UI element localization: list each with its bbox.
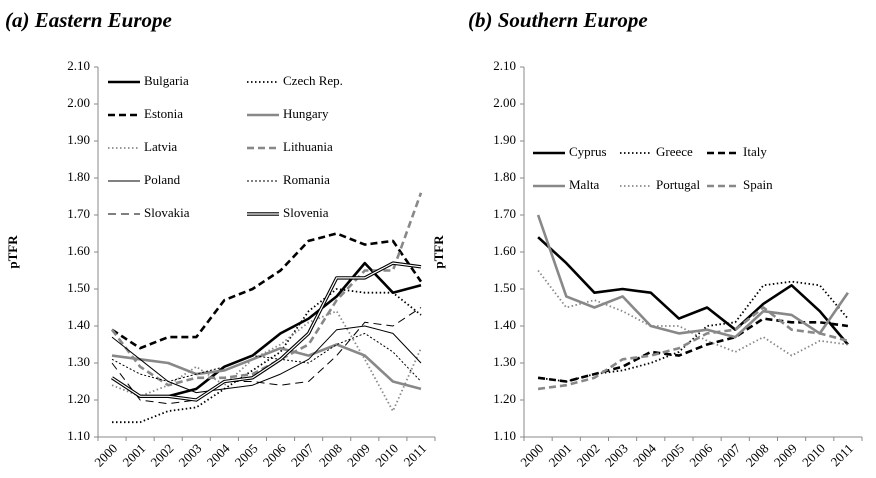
legend-label: Bulgaria bbox=[144, 73, 189, 88]
x-tick-label: 2008 bbox=[316, 441, 345, 470]
x-tick-label: 2006 bbox=[686, 440, 715, 469]
y-tick-label: 1.40 bbox=[493, 317, 516, 332]
x-tick-label: 2002 bbox=[574, 441, 603, 470]
y-tick-label: 1.20 bbox=[493, 391, 516, 406]
x-tick-label: 2011 bbox=[401, 441, 430, 470]
y-axis-label: pTFR bbox=[431, 235, 446, 269]
series-line bbox=[111, 232, 423, 350]
series-line bbox=[536, 214, 849, 339]
y-tick-label: 2.00 bbox=[67, 95, 90, 110]
legend-label: Portugal bbox=[656, 177, 700, 192]
y-tick-label: 2.10 bbox=[493, 58, 516, 73]
y-tick-label: 1.10 bbox=[67, 428, 90, 443]
x-tick-label: 2009 bbox=[771, 441, 800, 470]
y-tick-label: 1.30 bbox=[67, 354, 90, 369]
series-line bbox=[537, 236, 849, 346]
y-tick-label: 1.80 bbox=[67, 169, 90, 184]
x-tick-label: 2004 bbox=[204, 440, 233, 469]
x-tick-label: 2006 bbox=[260, 440, 289, 469]
chart-title: (a) Eastern Europe bbox=[5, 8, 172, 32]
x-tick-label: 2005 bbox=[658, 441, 687, 470]
y-tick-label: 1.50 bbox=[67, 280, 90, 295]
x-tick-label: 2005 bbox=[232, 441, 261, 470]
y-tick-label: 1.10 bbox=[493, 428, 516, 443]
series-line bbox=[111, 310, 422, 412]
legend-label: Lithuania bbox=[283, 139, 333, 154]
x-tick-label: 2001 bbox=[545, 441, 574, 470]
y-tick-label: 2.00 bbox=[493, 95, 516, 110]
y-tick-label: 1.40 bbox=[67, 317, 90, 332]
series-line bbox=[111, 325, 422, 394]
legend-label: Slovenia bbox=[283, 205, 329, 220]
legend-label: Cyprus bbox=[569, 144, 607, 159]
y-tick-label: 1.90 bbox=[67, 132, 90, 147]
x-tick-label: 2000 bbox=[91, 441, 120, 470]
series-line bbox=[111, 307, 422, 405]
legend-label: Czech Rep. bbox=[283, 73, 343, 88]
x-tick-label: 2008 bbox=[743, 441, 772, 470]
chart-title: (b) Southern Europe bbox=[468, 8, 648, 32]
legend-label: Latvia bbox=[144, 139, 177, 154]
x-tick-label: 2001 bbox=[119, 441, 148, 470]
x-tick-label: 2003 bbox=[602, 441, 631, 470]
y-tick-label: 1.50 bbox=[493, 280, 516, 295]
legend-label: Estonia bbox=[144, 106, 183, 121]
y-tick-label: 1.60 bbox=[493, 243, 516, 258]
legend-label: Greece bbox=[656, 144, 693, 159]
series-line bbox=[111, 343, 422, 391]
legend-label: Slovakia bbox=[144, 205, 190, 220]
x-tick-label: 2009 bbox=[344, 441, 373, 470]
y-tick-label: 2.10 bbox=[67, 58, 90, 73]
legend-label: Spain bbox=[743, 177, 773, 192]
x-tick-label: 2003 bbox=[176, 441, 205, 470]
series-line bbox=[111, 261, 422, 398]
x-tick-label: 2010 bbox=[372, 441, 401, 470]
series-line bbox=[112, 288, 422, 424]
y-tick-label: 1.30 bbox=[493, 354, 516, 369]
y-tick-label: 1.70 bbox=[493, 206, 516, 221]
y-tick-label: 1.70 bbox=[67, 206, 90, 221]
x-tick-label: 2007 bbox=[714, 440, 743, 469]
y-tick-label: 1.20 bbox=[67, 391, 90, 406]
legend-label: Romania bbox=[283, 172, 330, 187]
x-tick-label: 2011 bbox=[827, 441, 856, 470]
legend-label: Italy bbox=[743, 144, 767, 159]
y-tick-label: 1.90 bbox=[493, 132, 516, 147]
x-tick-label: 2010 bbox=[799, 441, 828, 470]
y-tick-label: 1.80 bbox=[493, 169, 516, 184]
x-tick-label: 2004 bbox=[630, 440, 659, 469]
y-axis-label: pTFR bbox=[5, 235, 20, 269]
legend-label: Malta bbox=[569, 177, 600, 192]
x-tick-label: 2000 bbox=[517, 441, 546, 470]
legend-label: Hungary bbox=[283, 106, 329, 121]
series-line bbox=[537, 280, 849, 383]
x-tick-label: 2002 bbox=[147, 441, 176, 470]
legend-label: Poland bbox=[144, 172, 181, 187]
y-tick-label: 1.60 bbox=[67, 243, 90, 258]
x-tick-label: 2007 bbox=[288, 440, 317, 469]
series-line-inner bbox=[111, 262, 422, 401]
series-line bbox=[110, 192, 423, 387]
